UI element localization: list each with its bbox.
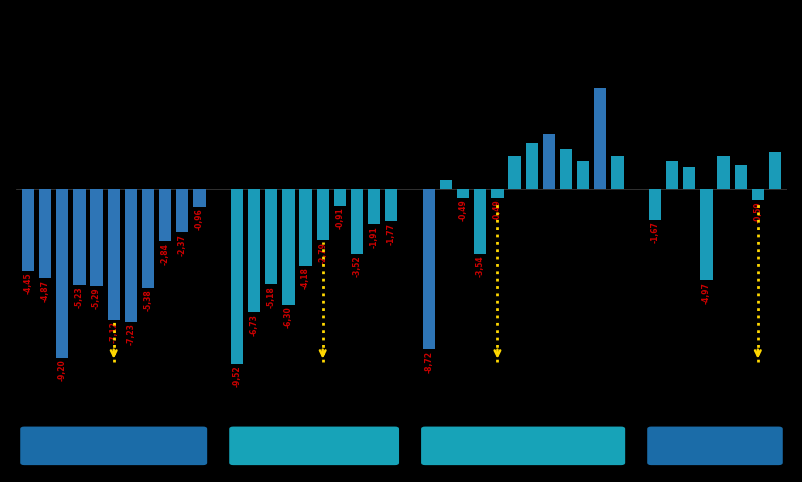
Text: -5,38: -5,38 bbox=[144, 290, 152, 311]
Text: -0,59: -0,59 bbox=[752, 201, 761, 223]
Text: -6,30: -6,30 bbox=[284, 307, 293, 328]
Text: -5,29: -5,29 bbox=[92, 288, 101, 309]
Text: -0,49: -0,49 bbox=[492, 200, 501, 222]
Text: -9,52: -9,52 bbox=[233, 365, 241, 387]
Bar bbox=[751, 189, 763, 200]
Bar bbox=[665, 161, 678, 189]
Text: -2,84: -2,84 bbox=[160, 243, 169, 265]
Text: -6,73: -6,73 bbox=[249, 314, 258, 336]
Text: -0,49: -0,49 bbox=[458, 200, 467, 222]
Bar bbox=[316, 189, 329, 240]
Text: -7,12: -7,12 bbox=[109, 321, 118, 343]
Text: -4,45: -4,45 bbox=[23, 272, 33, 294]
Bar bbox=[525, 143, 537, 189]
Bar bbox=[299, 189, 311, 266]
Text: +R$ 14,8 Bilhões: +R$ 14,8 Bilhões bbox=[466, 440, 579, 452]
Text: -5,18: -5,18 bbox=[266, 286, 275, 308]
Text: -R$ 31,2 Bilhões: -R$ 31,2 Bilhões bbox=[260, 440, 367, 452]
Text: -0,91: -0,91 bbox=[335, 207, 344, 229]
Bar bbox=[334, 189, 346, 206]
Bar bbox=[91, 189, 103, 286]
Text: -9,20: -9,20 bbox=[58, 360, 67, 381]
Bar bbox=[282, 189, 294, 305]
Text: -1,67: -1,67 bbox=[650, 221, 658, 243]
Bar bbox=[439, 180, 452, 189]
Bar bbox=[716, 156, 729, 189]
Bar bbox=[159, 189, 171, 241]
Text: -R$ 50,1 Bilhões: -R$ 50,1 Bilhões bbox=[59, 440, 168, 452]
Bar bbox=[350, 189, 363, 254]
Bar bbox=[22, 189, 34, 270]
Bar bbox=[176, 189, 188, 232]
Text: -7,23: -7,23 bbox=[126, 323, 136, 346]
Bar bbox=[491, 189, 503, 198]
Bar bbox=[231, 189, 243, 364]
Text: -1,91: -1,91 bbox=[369, 226, 378, 248]
Bar bbox=[768, 152, 780, 189]
Bar bbox=[508, 156, 520, 189]
Bar bbox=[385, 189, 397, 221]
Bar bbox=[56, 189, 68, 358]
Text: -4,87: -4,87 bbox=[41, 280, 50, 302]
Bar bbox=[576, 161, 589, 189]
Text: -8,72: -8,72 bbox=[424, 351, 433, 373]
Text: -3,54: -3,54 bbox=[476, 256, 484, 277]
Bar bbox=[559, 148, 571, 189]
Bar bbox=[39, 189, 51, 278]
Text: +R$ 4,6 Bi: +R$ 4,6 Bi bbox=[679, 440, 749, 452]
Text: -4,97: -4,97 bbox=[701, 282, 710, 304]
Bar bbox=[124, 189, 137, 321]
Bar bbox=[593, 88, 606, 189]
Bar bbox=[699, 189, 711, 280]
Text: -3,52: -3,52 bbox=[352, 255, 361, 277]
Bar bbox=[648, 189, 660, 220]
Bar bbox=[456, 189, 468, 198]
Text: -2,79: -2,79 bbox=[318, 242, 326, 264]
Bar bbox=[107, 189, 119, 320]
Text: -2,37: -2,37 bbox=[177, 234, 187, 256]
Bar bbox=[610, 156, 622, 189]
Bar bbox=[473, 189, 486, 254]
Bar bbox=[542, 134, 554, 189]
Bar bbox=[73, 189, 86, 285]
Bar bbox=[683, 167, 695, 189]
Bar bbox=[265, 189, 277, 284]
Text: -1,77: -1,77 bbox=[387, 223, 395, 245]
Bar bbox=[193, 189, 205, 206]
Bar bbox=[422, 189, 435, 349]
Bar bbox=[367, 189, 380, 224]
Text: -0,96: -0,96 bbox=[195, 208, 204, 230]
Text: -4,18: -4,18 bbox=[301, 268, 310, 289]
Bar bbox=[142, 189, 154, 288]
Text: -5,23: -5,23 bbox=[75, 287, 84, 308]
Bar bbox=[734, 165, 746, 189]
Bar bbox=[248, 189, 260, 312]
